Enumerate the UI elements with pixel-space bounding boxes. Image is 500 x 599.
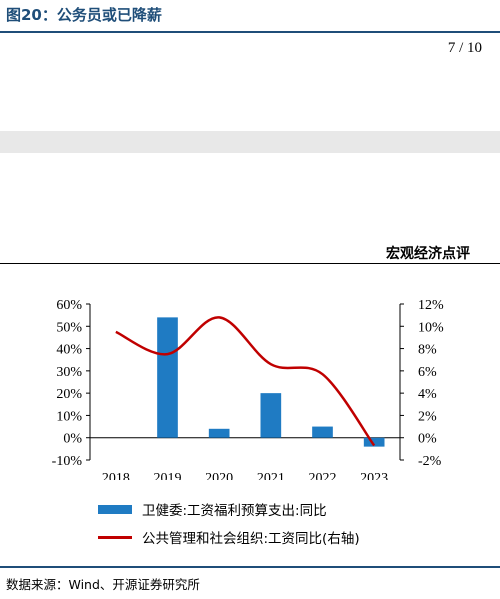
right-tick-label: 10% [418,320,444,335]
right-tick-label: 0% [418,432,437,447]
left-tick-label: 30% [56,365,82,380]
left-tick-label: 20% [56,387,82,402]
bar [312,426,333,438]
legend-line-label: 公共管理和社会组织:工资同比(右轴) [142,531,360,547]
legend-line-swatch [98,535,132,539]
left-tick-label: -10% [52,454,83,469]
legend-item-bar: 卫健委:工资福利预算支出:同比 [98,498,327,520]
legend-item-line: 公共管理和社会组织:工资同比(右轴) [98,526,360,548]
right-tick-label: 8% [418,343,437,358]
source-note: 数据来源：Wind、开源证券研究所 [6,577,200,592]
combo-chart: 60% 50% 40% 30% 20% 10% 0% -10% 12% 10% 8% 6% 4% 2% 0… [52,298,444,480]
right-tick-label: 6% [418,365,437,380]
legend-bar-swatch [98,504,132,514]
left-tick-label: 0% [63,432,82,447]
section-name: 宏观经济点评 [386,246,470,262]
right-tick-label: -2% [418,454,442,469]
x-axis: 2018 2019 2020 2021 2022 2023 [90,437,400,480]
right-y-axis: 12% 10% 8% 6% 4% 2% 0% -2% [399,298,444,469]
bar-series [157,317,385,447]
bar [260,393,282,438]
bar [208,428,230,438]
left-tick-label: 10% [56,409,82,424]
left-tick-label: 50% [56,320,82,335]
right-tick-label: 4% [418,387,437,402]
left-tick-label: 40% [56,343,82,358]
x-tick-label: 2021 [257,471,285,480]
left-y-axis: 60% 50% 40% 30% 20% 10% 0% -10% [52,298,91,469]
left-tick-label: 60% [56,298,82,313]
x-tick-label: 2022 [309,471,337,480]
line-path [115,316,376,447]
bottom-rule [0,566,500,568]
x-tick-label: 2019 [154,471,182,480]
figure-title: 图20：公务员或已降薪 [6,6,162,24]
page-number: 7 / 10 [447,40,482,56]
x-tick-label: 2020 [205,471,233,480]
right-tick-label: 12% [418,298,444,313]
bar [157,317,178,438]
bar [363,437,385,447]
section-rule [0,263,500,264]
page-break-band [0,131,500,153]
legend-bar-label: 卫健委:工资福利预算支出:同比 [142,503,327,519]
x-tick-label: 2018 [102,471,130,480]
line-series [115,316,376,447]
right-tick-label: 2% [418,409,437,424]
top-rule [0,31,500,33]
x-tick-label: 2023 [360,471,388,480]
